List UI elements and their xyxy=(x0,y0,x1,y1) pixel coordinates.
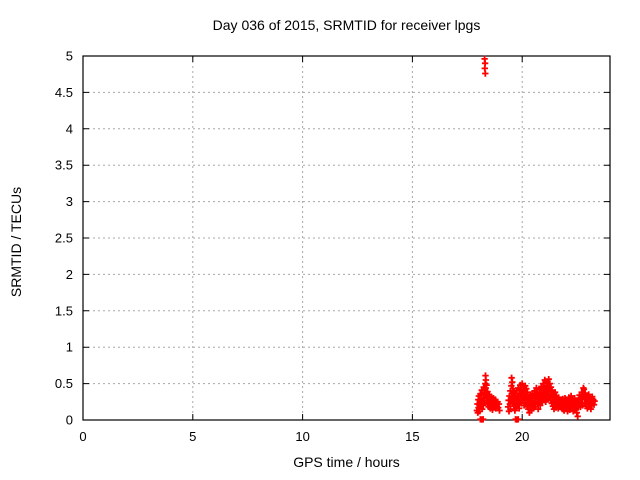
y-tick-label: 4 xyxy=(66,121,73,136)
grid-lines xyxy=(83,56,610,420)
plot-border xyxy=(82,55,611,421)
y-tick-label: 1.5 xyxy=(55,303,73,318)
x-tick-label: 5 xyxy=(189,429,196,444)
y-tick-label: 3 xyxy=(66,194,73,209)
x-tick-label: 20 xyxy=(515,429,529,444)
axis-tick-marks xyxy=(82,55,610,421)
y-tick-label: 0 xyxy=(66,413,73,428)
y-tick-label: 3.5 xyxy=(55,158,73,173)
y-tick-label: 4.5 xyxy=(55,85,73,100)
x-tick-label: 10 xyxy=(295,429,309,444)
x-tick-label: 15 xyxy=(405,429,419,444)
y-tick-label: 5 xyxy=(66,49,73,64)
y-tick-label: 2 xyxy=(66,267,73,282)
x-tick-label: 0 xyxy=(79,429,86,444)
x-axis-label: GPS time / hours xyxy=(293,454,400,470)
chart-title: Day 036 of 2015, SRMTID for receiver lpg… xyxy=(212,17,481,33)
y-tick-label: 1 xyxy=(66,340,73,355)
y-tick-label: 0.5 xyxy=(55,376,73,391)
y-tick-label: 2.5 xyxy=(55,231,73,246)
scatter-points xyxy=(473,55,598,423)
